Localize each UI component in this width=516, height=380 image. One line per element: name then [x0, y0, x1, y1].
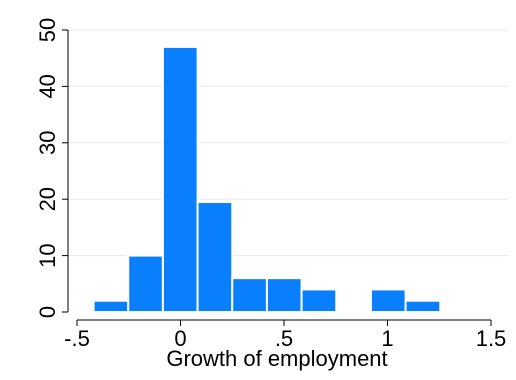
grid-lines	[68, 29, 508, 257]
histogram-bar	[265, 277, 303, 314]
histogram-bar	[127, 254, 164, 314]
x-tick-label: 0	[174, 326, 186, 351]
x-tick-label: 1.5	[476, 326, 507, 351]
y-tick-label: 0	[35, 306, 60, 318]
histogram-bar	[231, 277, 268, 314]
y-tick-label: 30	[35, 131, 60, 155]
histogram-bar	[92, 299, 130, 314]
y-tick-label: 50	[35, 18, 60, 42]
histogram-bar	[196, 201, 234, 314]
x-axis-ticks: -.5 0 .5 1 1.5	[64, 320, 506, 351]
y-axis-ticks: 0 10 20 30 40 50	[35, 18, 68, 318]
histogram-bar	[369, 288, 407, 314]
histogram-bar	[300, 288, 338, 314]
y-tick-label: 10	[35, 243, 60, 267]
x-tick-label: .5	[275, 326, 293, 351]
histogram-bar	[161, 45, 199, 313]
x-tick-label: 1	[381, 326, 393, 351]
histogram-bar	[404, 299, 442, 314]
histogram-bars	[92, 45, 442, 314]
y-tick-label: 40	[35, 74, 60, 98]
y-tick-label: 20	[35, 187, 60, 211]
x-axis-title: Growth of employment	[166, 346, 387, 371]
x-tick-label: -.5	[64, 326, 90, 351]
